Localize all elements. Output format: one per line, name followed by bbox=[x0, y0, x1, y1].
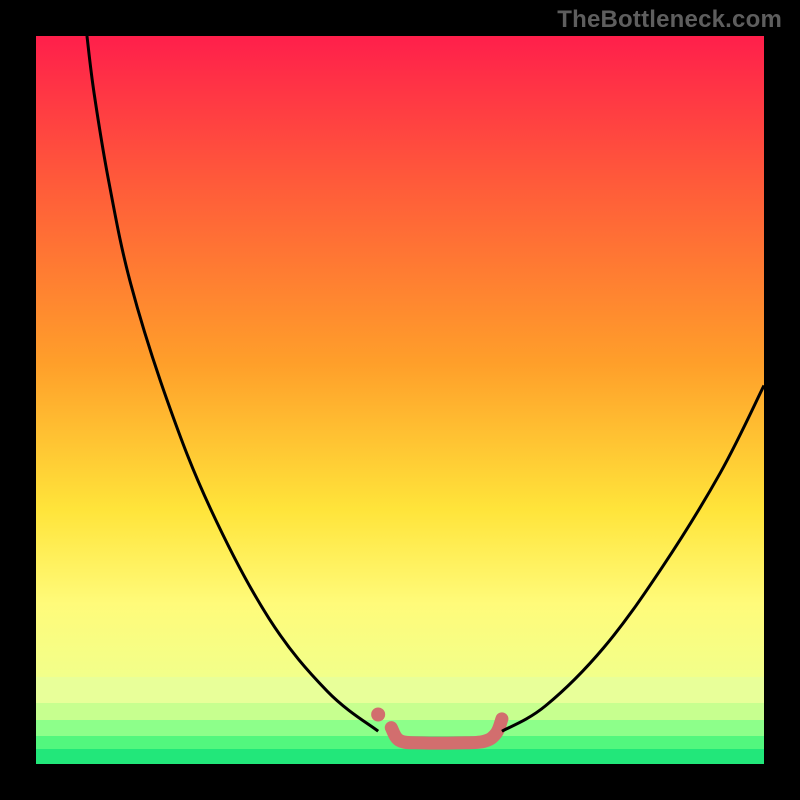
chart-frame: TheBottleneck.com bbox=[0, 0, 800, 800]
right-curve bbox=[502, 385, 764, 731]
plot-area bbox=[36, 36, 764, 764]
left-curve bbox=[87, 36, 378, 731]
watermark-text: TheBottleneck.com bbox=[557, 6, 782, 34]
valley-marker-dot bbox=[371, 707, 385, 721]
curve-layer bbox=[36, 36, 764, 764]
valley-marker-path bbox=[391, 719, 502, 743]
